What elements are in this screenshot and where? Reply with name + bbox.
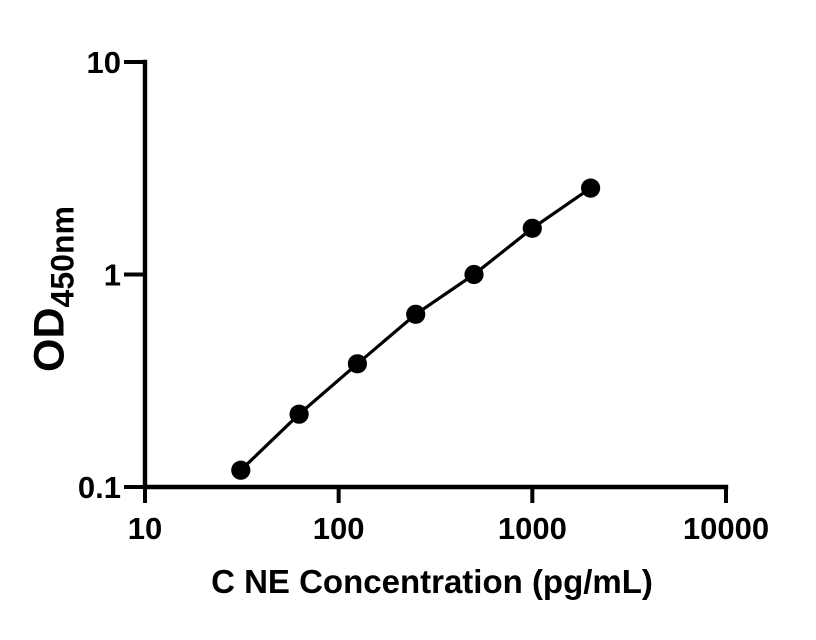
y-axis-title-subscript: 450nm <box>44 206 81 308</box>
data-point <box>347 354 367 374</box>
y-tick-label: 10 <box>87 45 121 80</box>
data-point <box>464 264 484 285</box>
data-point <box>522 218 542 238</box>
x-tick-label: 1000 <box>498 511 567 546</box>
y-tick-label: 1 <box>104 258 121 293</box>
data-point <box>289 404 309 424</box>
data-point <box>231 460 251 480</box>
data-point <box>581 178 601 198</box>
x-tick-label: 100 <box>313 511 365 546</box>
x-tick-label: 10000 <box>683 511 769 546</box>
y-tick-label: 0.1 <box>78 470 121 505</box>
x-axis-title: C NE Concentration (pg/mL) <box>211 563 653 601</box>
x-tick-label: 10 <box>128 511 162 546</box>
y-axis-title-text: OD <box>25 307 74 372</box>
y-axis-title: OD450nm <box>25 206 81 372</box>
data-point <box>406 304 426 324</box>
